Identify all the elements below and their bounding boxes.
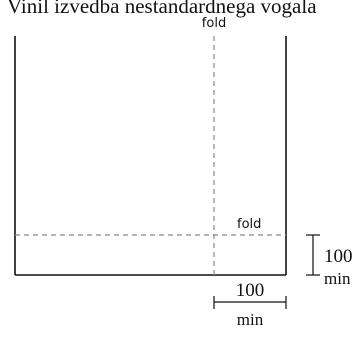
panel-outline [14, 36, 287, 276]
dimension-bottom-unit: min [237, 310, 264, 329]
fold-label-vertical: fold [202, 16, 226, 31]
dimension-right [306, 234, 320, 276]
fold-label-horizontal: fold [237, 217, 261, 232]
dimension-right-unit: min [324, 269, 351, 288]
caption-text: Vinil izvedba nestandardnega vogala [7, 0, 317, 18]
dimension-bottom-value: 100 [236, 280, 265, 301]
dimension-right-value: 100 [324, 246, 353, 267]
dimension-bottom [213, 296, 287, 309]
